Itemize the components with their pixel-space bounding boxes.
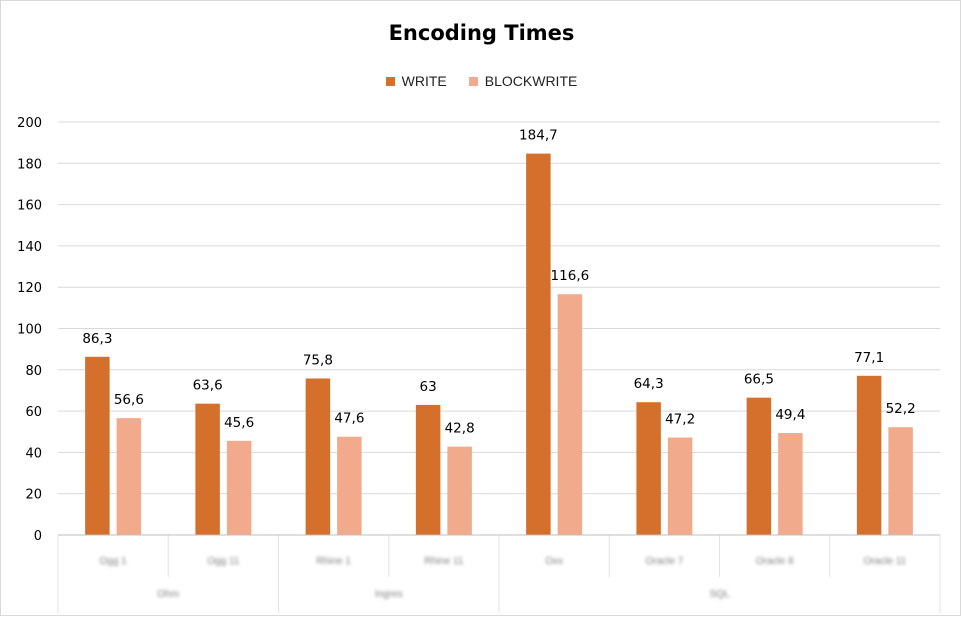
bar-blockwrite-3 (447, 446, 472, 535)
bar-write-1 (195, 403, 220, 535)
data-label-blockwrite-5: 47,2 (665, 412, 695, 428)
legend-item-write: WRITE (385, 73, 447, 89)
bar-blockwrite-2 (337, 436, 362, 535)
y-tick-label-80: 80 (25, 364, 42, 379)
x-tick-label-6: Oracle 8 (756, 556, 794, 567)
bar-blockwrite-4 (557, 294, 583, 535)
data-label-write-3: 63 (420, 379, 437, 395)
legend-swatch-write (385, 76, 395, 86)
data-label-blockwrite-3: 42,8 (445, 421, 475, 437)
bar-write-5 (636, 402, 661, 535)
y-tick-label-100: 100 (17, 323, 42, 338)
x-tick-label-7: Oracle 11 (864, 556, 907, 567)
y-tick-label-140: 140 (17, 240, 42, 255)
x-tick-label-5: Oracle 7 (645, 556, 683, 567)
bar-write-3 (415, 404, 441, 535)
x-tick-label-0: Ogg 1 (100, 556, 128, 567)
data-label-write-7: 77,1 (854, 350, 884, 366)
x-tick-label-1: Ogg 11 (207, 556, 239, 567)
bar-write-0 (85, 356, 110, 535)
data-label-blockwrite-2: 47,6 (334, 411, 364, 427)
x-tick-label-4: Oxx (545, 556, 563, 567)
chart-title: Encoding Times (388, 21, 575, 45)
data-label-blockwrite-0: 56,6 (114, 392, 144, 408)
y-tick-label-120: 120 (17, 281, 42, 296)
legend: WRITE BLOCKWRITE (1, 73, 961, 89)
legend-label-write: WRITE (401, 73, 447, 89)
bar-blockwrite-1 (226, 440, 252, 535)
data-label-write-5: 64,3 (634, 376, 664, 392)
y-tick-label-40: 40 (25, 446, 42, 461)
data-label-write-1: 63,6 (193, 378, 223, 394)
y-tick-label-60: 60 (25, 405, 42, 420)
legend-item-blockwrite: BLOCKWRITE (468, 73, 578, 89)
y-tick-label-180: 180 (17, 157, 42, 172)
data-label-write-2: 75,8 (303, 352, 333, 368)
data-label-blockwrite-4: 116,6 (551, 268, 590, 284)
data-label-write-4: 184,7 (519, 128, 558, 144)
data-label-write-0: 86,3 (82, 331, 112, 347)
data-label-blockwrite-7: 52,2 (886, 401, 916, 417)
legend-swatch-blockwrite (468, 76, 478, 86)
bar-blockwrite-6 (778, 432, 803, 535)
y-tick-label-20: 20 (25, 488, 42, 503)
bar-blockwrite-5 (667, 437, 693, 535)
x-group-label-0: Ohm (157, 589, 179, 600)
bar-write-4 (526, 153, 551, 536)
x-group-label-1: Ingres (375, 589, 403, 600)
data-label-blockwrite-6: 49,4 (775, 407, 805, 423)
bar-blockwrite-0 (116, 418, 142, 535)
bar-write-2 (305, 378, 331, 535)
data-label-write-6: 66,5 (744, 372, 774, 388)
bar-write-6 (746, 397, 772, 535)
legend-label-blockwrite: BLOCKWRITE (484, 73, 578, 89)
bar-blockwrite-7 (888, 427, 913, 535)
data-label-blockwrite-1: 45,6 (224, 415, 254, 431)
x-group-label-2: SQL (709, 589, 729, 600)
bar-write-7 (856, 375, 882, 535)
y-tick-label-0: 0 (34, 529, 42, 544)
y-tick-label-160: 160 (17, 199, 42, 214)
x-tick-label-2: Rhine 1 (316, 556, 351, 567)
y-tick-label-200: 200 (17, 116, 42, 131)
x-tick-label-3: Rhine 11 (424, 556, 464, 567)
